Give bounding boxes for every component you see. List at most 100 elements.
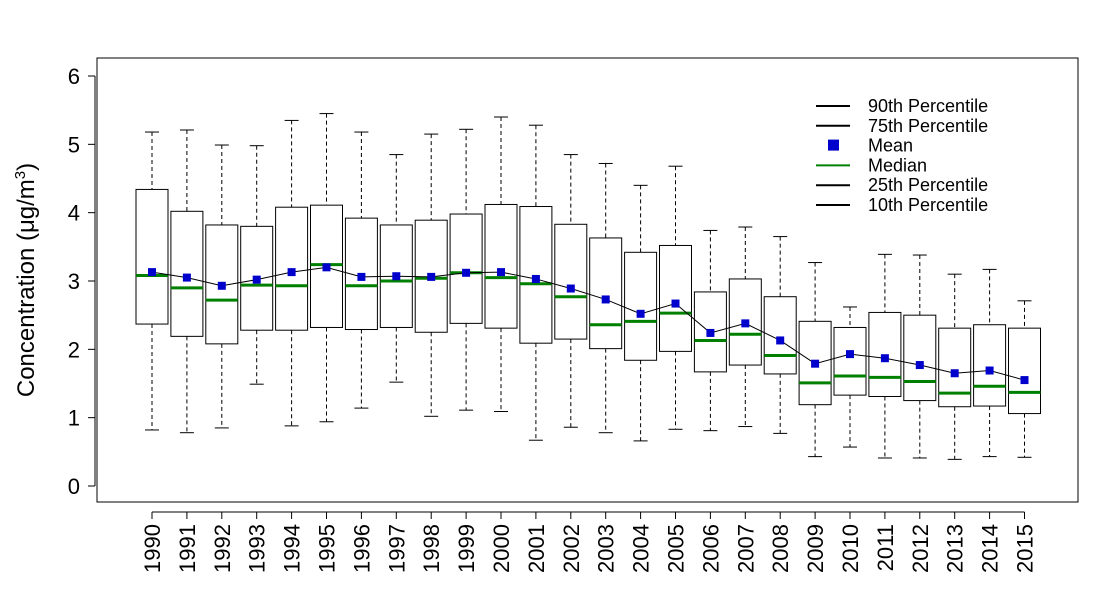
x-tick-label: 1994 [280,524,305,573]
mean-point [985,366,994,375]
box-2014 [973,268,1007,458]
iqr-box [868,311,902,397]
legend-label: Median [868,155,927,175]
x-tick-label: 1992 [210,524,235,573]
y-axis: 0 1 2 3 4 5 6 [68,64,96,499]
box-2011 [868,253,902,459]
x-tick-label: 2009 [803,524,828,573]
mean-point [811,359,820,368]
mean-point [950,369,959,378]
x-tick-label: 2015 [1013,524,1038,573]
y-tick-label: 1 [68,406,80,431]
mean-point [601,295,610,304]
mean-point [671,299,680,308]
iqr-box [554,223,588,340]
x-tick-label: 2001 [524,524,549,573]
mean-point [1020,376,1029,385]
iqr-box [1008,327,1041,415]
box-2010 [833,306,867,448]
box-2012 [903,254,937,459]
y-tick-label: 2 [68,337,80,362]
mean-trend-line [151,266,1025,381]
box-2007 [728,226,762,428]
y-tick-label: 6 [68,64,80,89]
y-axis-label: Concentration (μg/m3) [12,163,40,397]
y-tick-label: 4 [68,201,80,226]
iqr-box [135,188,169,325]
mean-point [462,268,471,277]
box-1992 [205,144,239,429]
mean-point [497,268,505,277]
x-tick-label: 2014 [978,524,1003,573]
mean-point [531,274,540,283]
x-tick-label: 1990 [140,524,165,573]
y-tick-label: 0 [68,474,80,499]
y-tick-label: 5 [68,132,80,157]
box-2001 [519,124,553,441]
x-tick-label: 2011 [873,524,898,571]
x-tick-label: 1995 [315,524,340,573]
box-2013 [938,273,972,460]
mean-point [706,328,715,337]
box-2000 [484,116,518,413]
iqr-box [205,224,239,345]
y-tick-label: 3 [68,269,80,294]
box-2015 [1008,300,1041,458]
x-tick-label: 1996 [349,524,374,573]
x-tick-label: 1997 [384,524,409,573]
x-tick-label: 1991 [175,524,200,573]
legend-entry: Mean [828,136,913,156]
iqr-box [973,324,1007,407]
legend-mean-icon [828,139,839,151]
iqr-box [938,327,972,408]
box-1993 [240,145,274,385]
iqr-box [659,244,692,352]
iqr-box [833,326,867,396]
mean-point [287,268,296,277]
x-tick-label: 2002 [559,524,584,573]
mean-point [148,268,156,277]
box-2009 [798,262,832,458]
mean-point [915,361,924,370]
x-tick-label: 2012 [908,524,933,573]
plot-frame [96,57,1079,503]
legend-label: 10th Percentile [868,195,988,215]
x-tick-label: 1998 [419,524,444,573]
legend-entry: 10th Percentile [816,195,988,215]
x-tick-label: 1999 [454,524,479,573]
iqr-box [240,225,274,331]
mean-point [217,281,226,290]
iqr-box [449,213,483,324]
mean-point [322,263,331,272]
x-tick-label: 2013 [943,524,968,573]
legend-entry: Median [816,155,927,175]
mean-point [392,272,401,281]
legend-label: Mean [868,136,913,156]
x-axis: 1990 1991 1992 1993 1994 1995 1996 1997 1998 1999… [140,511,1038,573]
legend-label: 75th Percentile [868,116,988,136]
iqr-box [519,206,553,344]
x-tick-label: 2008 [768,524,793,573]
legend-entry: 75th Percentile [816,116,988,136]
x-tick-label: 1993 [245,524,270,573]
mean-point [636,309,645,318]
x-tick-label: 2004 [629,524,654,573]
iqr-box [589,237,623,350]
x-tick-label: 2003 [594,524,619,573]
mean-markers [148,263,1029,385]
iqr-box [484,203,518,329]
mean-point [566,284,575,293]
mean-point [846,350,854,359]
box-1996 [344,131,378,409]
mean-point [252,275,261,284]
box-2002 [554,154,588,428]
box-2004 [624,184,658,442]
x-tick-label: 2007 [733,524,758,573]
mean-point [182,273,191,282]
legend-entry: 25th Percentile [816,175,988,195]
legend-entry: 90th Percentile [816,96,988,116]
x-tick-label: 2006 [698,524,723,573]
x-tick-label: 2010 [838,524,863,573]
